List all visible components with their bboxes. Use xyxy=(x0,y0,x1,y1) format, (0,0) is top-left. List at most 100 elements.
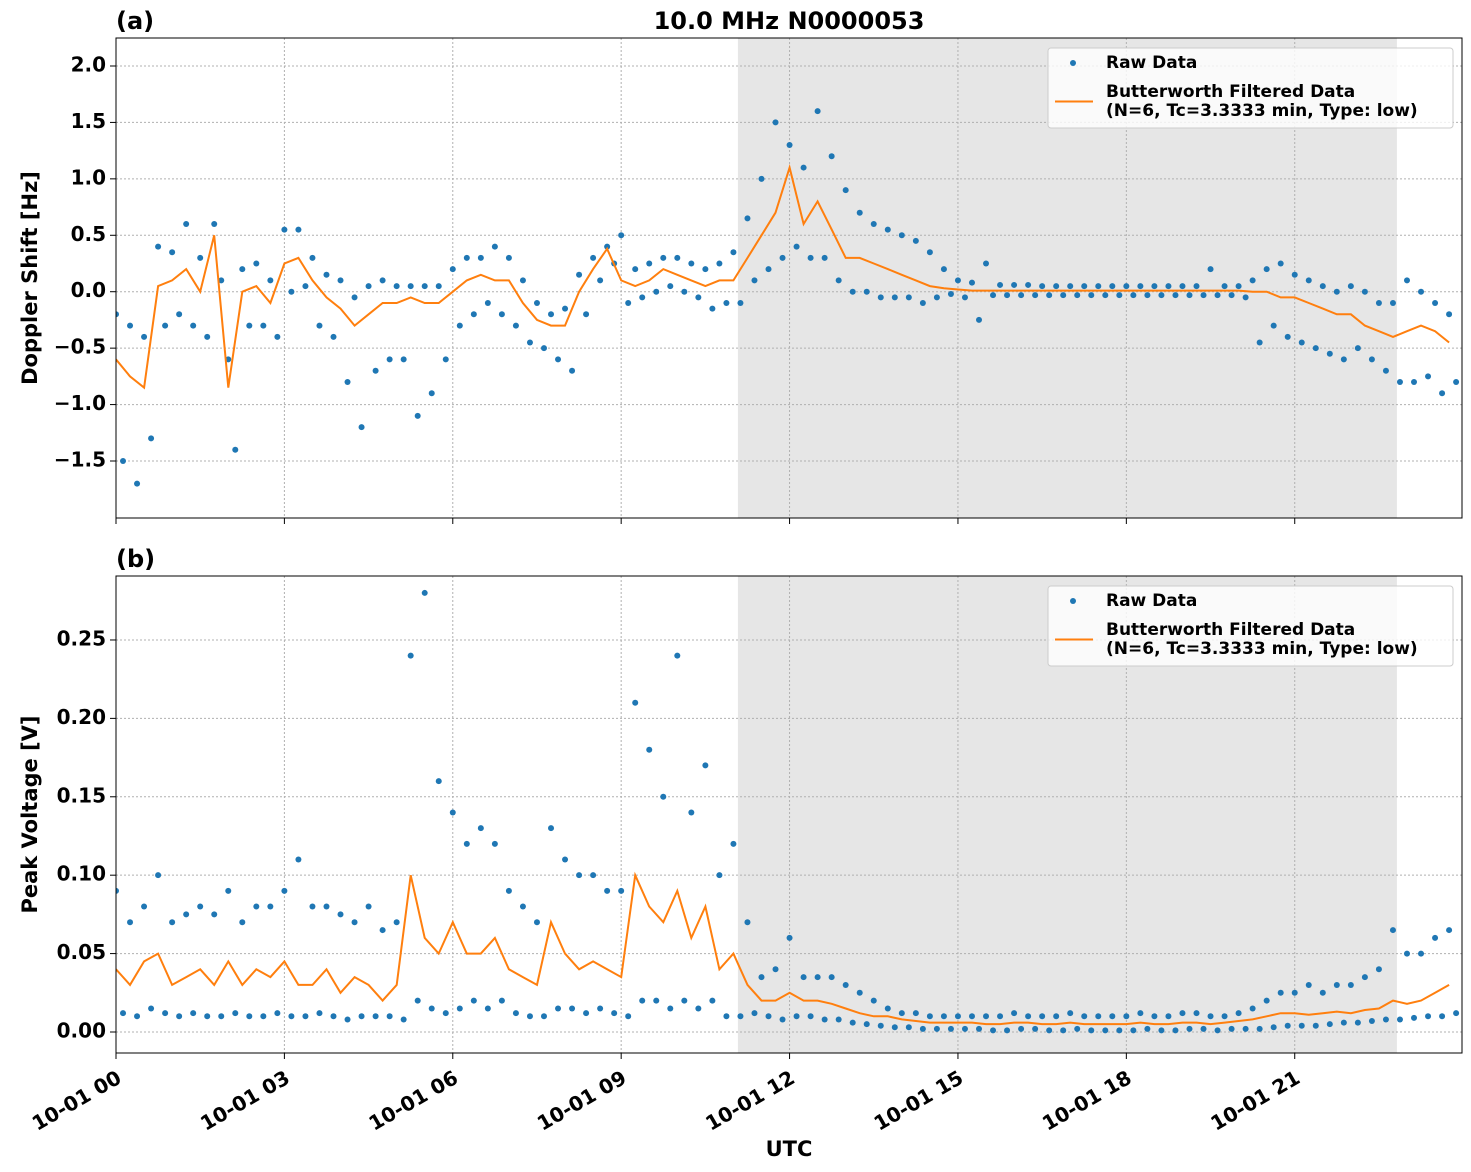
raw-point xyxy=(1032,292,1039,299)
filtered-line xyxy=(116,163,1450,390)
raw-point xyxy=(309,903,316,910)
raw-point xyxy=(653,288,660,295)
raw-point xyxy=(330,333,337,340)
raw-point xyxy=(611,1010,618,1017)
raw-point xyxy=(786,141,793,148)
raw-point xyxy=(316,1010,323,1017)
raw-point xyxy=(386,356,393,363)
raw-point xyxy=(555,356,562,363)
raw-point xyxy=(1074,1025,1081,1032)
raw-point xyxy=(604,887,611,894)
raw-point xyxy=(1200,1025,1207,1032)
raw-point xyxy=(1396,1016,1403,1023)
raw-point xyxy=(583,311,590,318)
raw-point xyxy=(1382,367,1389,374)
raw-point xyxy=(1305,277,1312,284)
raw-point xyxy=(400,356,407,363)
raw-point xyxy=(716,872,723,879)
raw-point xyxy=(442,1010,449,1017)
raw-point xyxy=(1158,1027,1165,1034)
raw-point xyxy=(744,215,751,222)
plot-area xyxy=(116,589,1460,1034)
raw-point xyxy=(477,254,484,261)
raw-point xyxy=(379,277,386,284)
raw-point xyxy=(1130,292,1137,299)
x-tick-label: 10-01 15 xyxy=(870,1065,968,1135)
raw-point xyxy=(702,762,709,769)
raw-point xyxy=(540,1013,547,1020)
raw-point xyxy=(155,243,162,250)
raw-point xyxy=(442,356,449,363)
raw-point xyxy=(288,288,295,295)
raw-point xyxy=(940,1013,947,1020)
raw-point xyxy=(1067,283,1074,290)
raw-point xyxy=(548,825,555,832)
raw-point xyxy=(1298,1022,1305,1029)
raw-point xyxy=(204,1013,211,1020)
raw-point xyxy=(1291,989,1298,996)
raw-point xyxy=(954,277,961,284)
raw-point xyxy=(933,1025,940,1032)
raw-point xyxy=(1109,283,1116,290)
raw-point xyxy=(141,333,148,340)
raw-point xyxy=(632,699,639,706)
raw-point xyxy=(597,1005,604,1012)
raw-point xyxy=(358,1013,365,1020)
raw-point xyxy=(828,974,835,981)
raw-point xyxy=(961,1025,968,1032)
raw-point xyxy=(1361,974,1368,981)
raw-point xyxy=(625,299,632,306)
raw-point xyxy=(414,997,421,1004)
raw-point xyxy=(540,345,547,352)
raw-point xyxy=(239,266,246,273)
raw-point xyxy=(618,887,625,894)
raw-point xyxy=(470,997,477,1004)
raw-point xyxy=(821,1016,828,1023)
raw-point xyxy=(1354,345,1361,352)
y-axis-label: Doppler Shift [Hz] xyxy=(18,171,42,385)
raw-point xyxy=(898,1010,905,1017)
raw-point xyxy=(702,266,709,273)
raw-point xyxy=(1088,1027,1095,1034)
raw-point xyxy=(1144,292,1151,299)
raw-point xyxy=(1361,288,1368,295)
raw-point xyxy=(281,887,288,894)
raw-point xyxy=(428,390,435,397)
raw-point xyxy=(232,446,239,453)
raw-point xyxy=(246,322,253,329)
raw-point xyxy=(1340,356,1347,363)
raw-point xyxy=(1004,1027,1011,1034)
raw-point xyxy=(288,1013,295,1020)
raw-point xyxy=(267,903,274,910)
raw-point xyxy=(116,887,119,894)
raw-point xyxy=(751,277,758,284)
raw-point xyxy=(997,281,1004,288)
raw-point xyxy=(330,1013,337,1020)
raw-point xyxy=(365,283,372,290)
raw-point xyxy=(309,254,316,261)
raw-point xyxy=(709,305,716,312)
raw-point xyxy=(863,1021,870,1028)
raw-point xyxy=(512,322,519,329)
raw-point xyxy=(1354,1019,1361,1026)
raw-point xyxy=(120,1010,127,1017)
raw-point xyxy=(1298,339,1305,346)
y-tick-label: −1.5 xyxy=(54,448,106,472)
raw-point xyxy=(463,254,470,261)
raw-point xyxy=(1165,283,1172,290)
legend-label-line: Butterworth Filtered Data xyxy=(1106,82,1355,102)
raw-point xyxy=(688,809,695,816)
raw-point xyxy=(337,277,344,284)
panel-label: (a) xyxy=(116,7,154,35)
raw-point xyxy=(793,243,800,250)
raw-point xyxy=(653,997,660,1004)
raw-point xyxy=(919,299,926,306)
raw-point xyxy=(800,164,807,171)
raw-point xyxy=(281,226,288,233)
raw-point xyxy=(1165,1013,1172,1020)
raw-point xyxy=(218,1013,225,1020)
x-axis-label: UTC xyxy=(766,1137,813,1161)
y-tick-label: 1.0 xyxy=(71,165,106,189)
raw-point xyxy=(1053,283,1060,290)
raw-point xyxy=(1221,1013,1228,1020)
